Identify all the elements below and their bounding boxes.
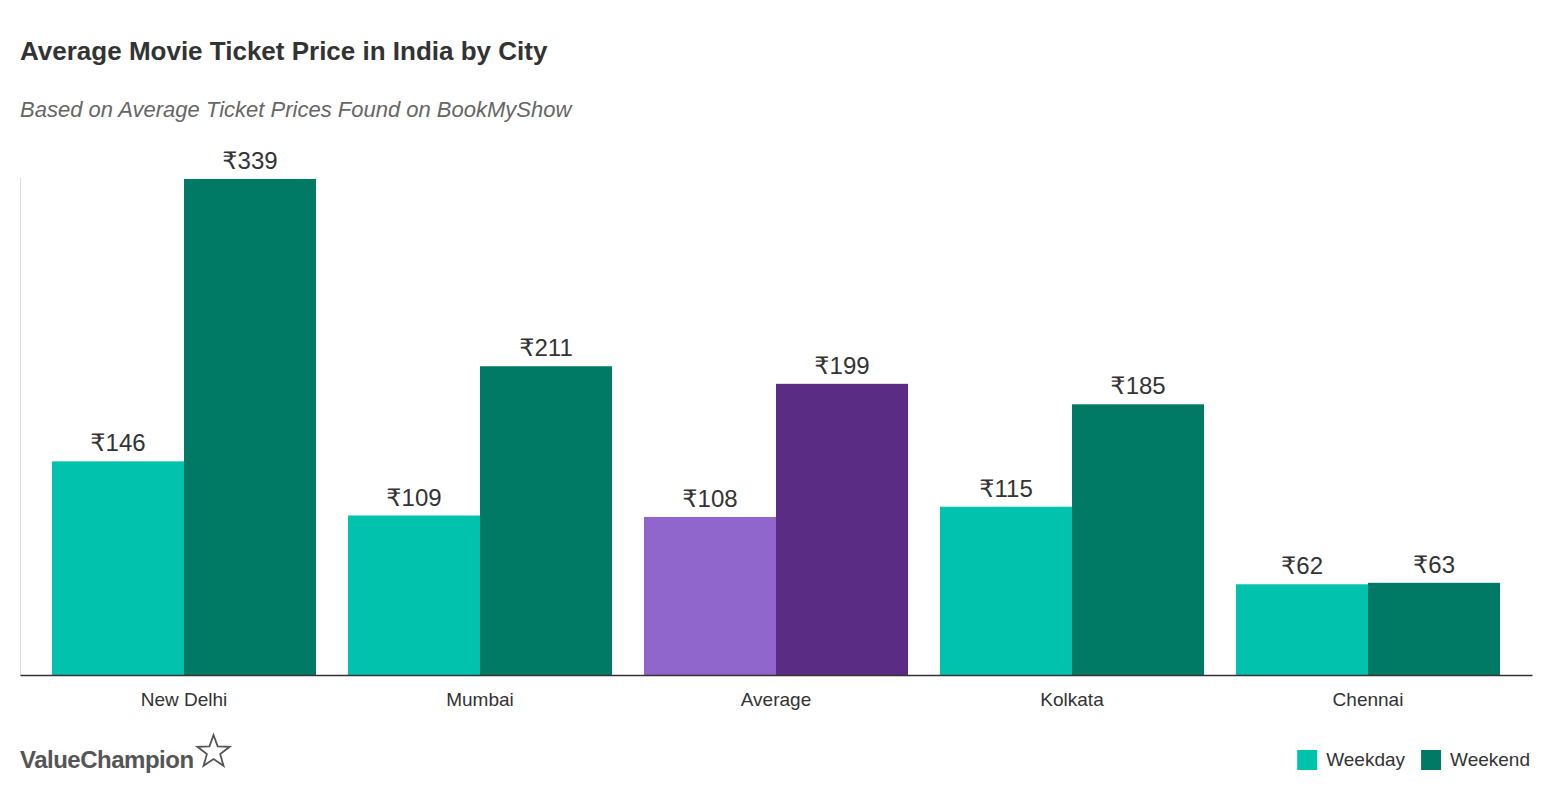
y-axis-line xyxy=(20,178,21,676)
data-label: ₹63 xyxy=(1413,551,1455,578)
data-label: ₹185 xyxy=(1110,372,1165,399)
chart: Average Movie Ticket Price in India by C… xyxy=(0,0,1550,802)
bar xyxy=(940,507,1072,675)
x-tick-label: Kolkata xyxy=(1040,689,1104,710)
bar xyxy=(1072,404,1204,675)
legend-label: Weekend xyxy=(1450,749,1530,770)
x-tick: New Delhi xyxy=(141,675,228,710)
data-label: ₹211 xyxy=(519,334,573,361)
x-tick-label: New Delhi xyxy=(141,689,228,710)
legend-item: Weekday xyxy=(1297,749,1405,770)
logo-star xyxy=(197,735,229,766)
data-label: ₹339 xyxy=(222,147,277,174)
x-axis: New Delhi Mumbai Average Kolkata Chennai xyxy=(21,675,1533,710)
subtitle: Based on Average Ticket Prices Found on … xyxy=(20,97,573,122)
x-tick: Kolkata xyxy=(1040,675,1104,710)
x-tick-label: Mumbai xyxy=(446,689,514,710)
data-label: ₹199 xyxy=(814,352,869,379)
bar xyxy=(184,179,316,675)
bar xyxy=(52,461,184,675)
x-tick-label: Chennai xyxy=(1333,689,1404,710)
legend: Weekday Weekend xyxy=(1297,749,1530,770)
data-label: ₹109 xyxy=(386,484,441,511)
bar xyxy=(1368,583,1500,675)
y-axis xyxy=(20,178,21,676)
background xyxy=(0,0,1550,802)
data-label: ₹115 xyxy=(979,475,1033,502)
data-labels: ₹146 ₹109 ₹108 ₹115 ₹62 ₹339 ₹211 ₹199 ₹185 ₹63 xyxy=(90,147,1455,579)
x-tick: Mumbai xyxy=(446,675,514,710)
x-axis-line xyxy=(21,675,1533,677)
legend-label: Weekday xyxy=(1326,749,1405,770)
legend-swatch xyxy=(1421,750,1441,770)
watermark: ValueChampion xyxy=(20,746,194,773)
title: Average Movie Ticket Price in India by C… xyxy=(20,36,548,66)
bar xyxy=(1236,584,1368,675)
legend-item: Weekend xyxy=(1421,749,1530,770)
bar xyxy=(776,384,908,675)
data-label: ₹146 xyxy=(90,429,145,456)
x-tick: Average xyxy=(741,675,811,710)
data-label: ₹62 xyxy=(1281,552,1323,579)
x-tick-label: Average xyxy=(741,689,811,710)
legend-swatch xyxy=(1297,750,1317,770)
bar xyxy=(480,366,612,675)
bars xyxy=(52,179,1500,675)
bar xyxy=(644,517,776,675)
data-label: ₹108 xyxy=(682,485,737,512)
bar xyxy=(348,516,480,675)
x-tick: Chennai xyxy=(1333,675,1404,710)
